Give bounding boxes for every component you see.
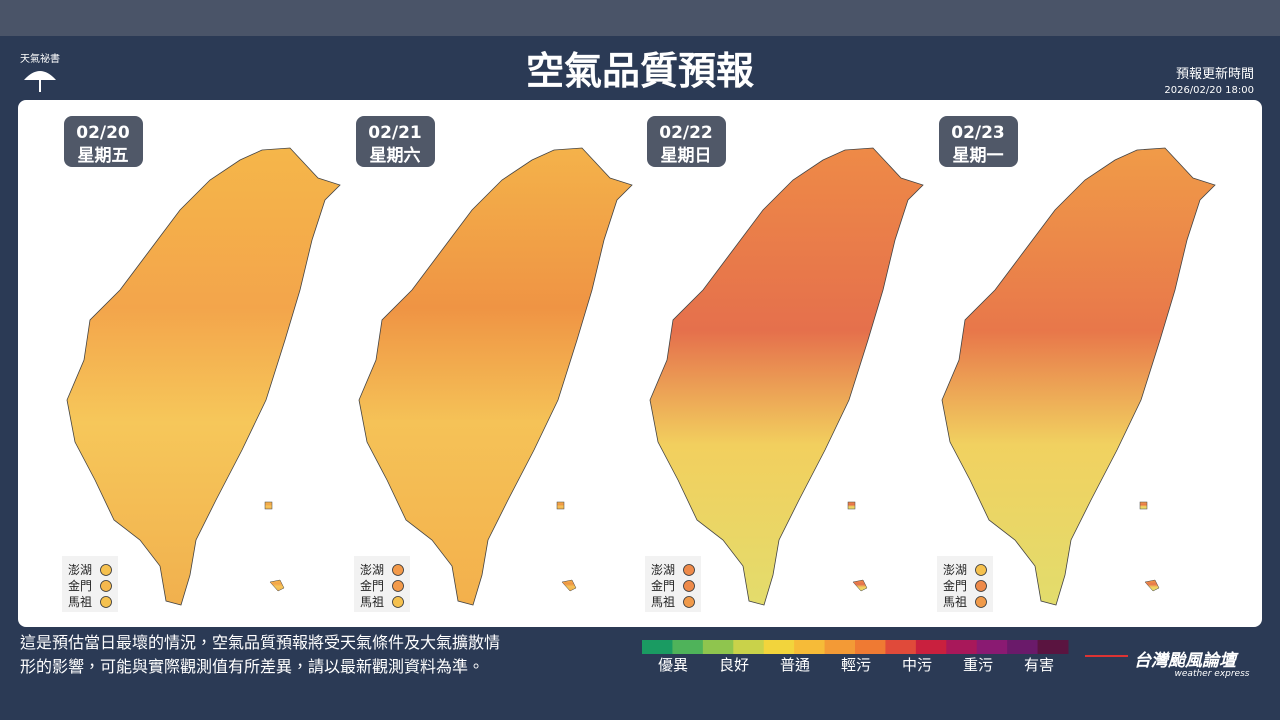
date-badge [939,116,1018,167]
legend-swatch [733,640,765,654]
penghu-map [847,501,856,510]
legend-label: 輕污 [841,656,871,674]
weekday: 星期六 [370,145,421,166]
top-band [0,0,1280,36]
island-level [975,580,987,592]
title: 空氣品質預報 [526,49,754,93]
island-name: 金門 [943,578,967,593]
legend-swatch [855,640,886,654]
legend-swatch [1037,640,1069,654]
brand: 台灣颱風論壇 [1134,651,1239,671]
island-name: 馬祖 [651,594,675,609]
penghu-map [556,501,565,510]
island-name: 澎湖 [360,562,384,577]
island-name: 澎湖 [943,562,967,577]
orchid-island [561,579,577,592]
weekday: 星期五 [78,146,129,166]
island-name: 澎湖 [651,562,675,577]
weekday: 星期日 [661,146,712,166]
legend-swatch [702,640,734,654]
legend-label: 普通 [780,656,810,674]
note-line: 這是預估當日最壞的情況，空氣品質預報將受天氣條件及大氣擴散情 [20,633,500,652]
legend-label: 有害 [1024,656,1054,674]
legend-label: 重污 [963,656,993,674]
date-badge [64,116,143,167]
island-level [100,596,112,608]
island-name: 澎湖 [68,562,92,577]
island-name: 馬祖 [68,594,92,609]
panels: 02/20星期五澎湖金門馬祖02/21星期六澎湖金門馬祖02/22星期日澎湖金門… [62,116,1216,612]
legend-swatch [672,640,704,654]
island-level [683,580,695,592]
legend-swatch [642,640,673,654]
date-badge [647,116,726,167]
island-level [683,564,695,576]
date: 02/21 [368,123,422,143]
legend-swatch [946,640,978,654]
date: 02/22 [659,123,713,143]
maps-panel [18,100,1262,627]
legend-swatch [794,640,826,654]
update-label: 預報更新時間 [1176,66,1254,82]
legend-swatch [915,640,947,654]
island-level [392,596,404,608]
orchid-island [852,579,868,592]
legend-swatch [824,640,856,654]
note-line: 形的影響，可能與實際觀測值有所差異，請以最新觀測資料為準。 [20,657,484,676]
brand-sub: weather express [1175,669,1250,679]
logo: 天氣祕書 [20,52,60,92]
logo-umbrella [24,71,56,80]
legend-swatch [1007,640,1039,654]
update-time: 2026/02/20 18:00 [1164,85,1254,96]
island-level [683,596,695,608]
island-level [392,580,404,592]
logo-text: 天氣祕書 [20,52,60,65]
footer: 這是預估當日最壞的情況，空氣品質預報將受天氣條件及大氣擴散情 形的影響，可能與實… [20,633,1250,679]
island-level [100,580,112,592]
legend-label: 良好 [719,656,749,674]
penghu-map [1139,501,1148,510]
island-level [975,564,987,576]
island-name: 馬祖 [360,594,384,609]
legend-swatch [976,640,1008,654]
weekday: 星期一 [953,146,1004,166]
island-name: 金門 [651,578,675,593]
island-level [392,564,404,576]
legend-label: 優異 [658,656,688,674]
legend-swatch [763,640,795,654]
island-name: 馬祖 [943,594,967,609]
island-name: 金門 [360,578,384,593]
orchid-island [1144,579,1160,592]
penghu-map [264,501,273,510]
legend-swatch [885,640,917,654]
orchid-island [269,579,285,592]
island-level [975,596,987,608]
date: 02/23 [951,123,1005,143]
date: 02/20 [76,123,130,143]
island-level [100,564,112,576]
island-name: 金門 [68,578,92,593]
date-badge [356,116,435,167]
legend-label: 中污 [902,656,932,674]
